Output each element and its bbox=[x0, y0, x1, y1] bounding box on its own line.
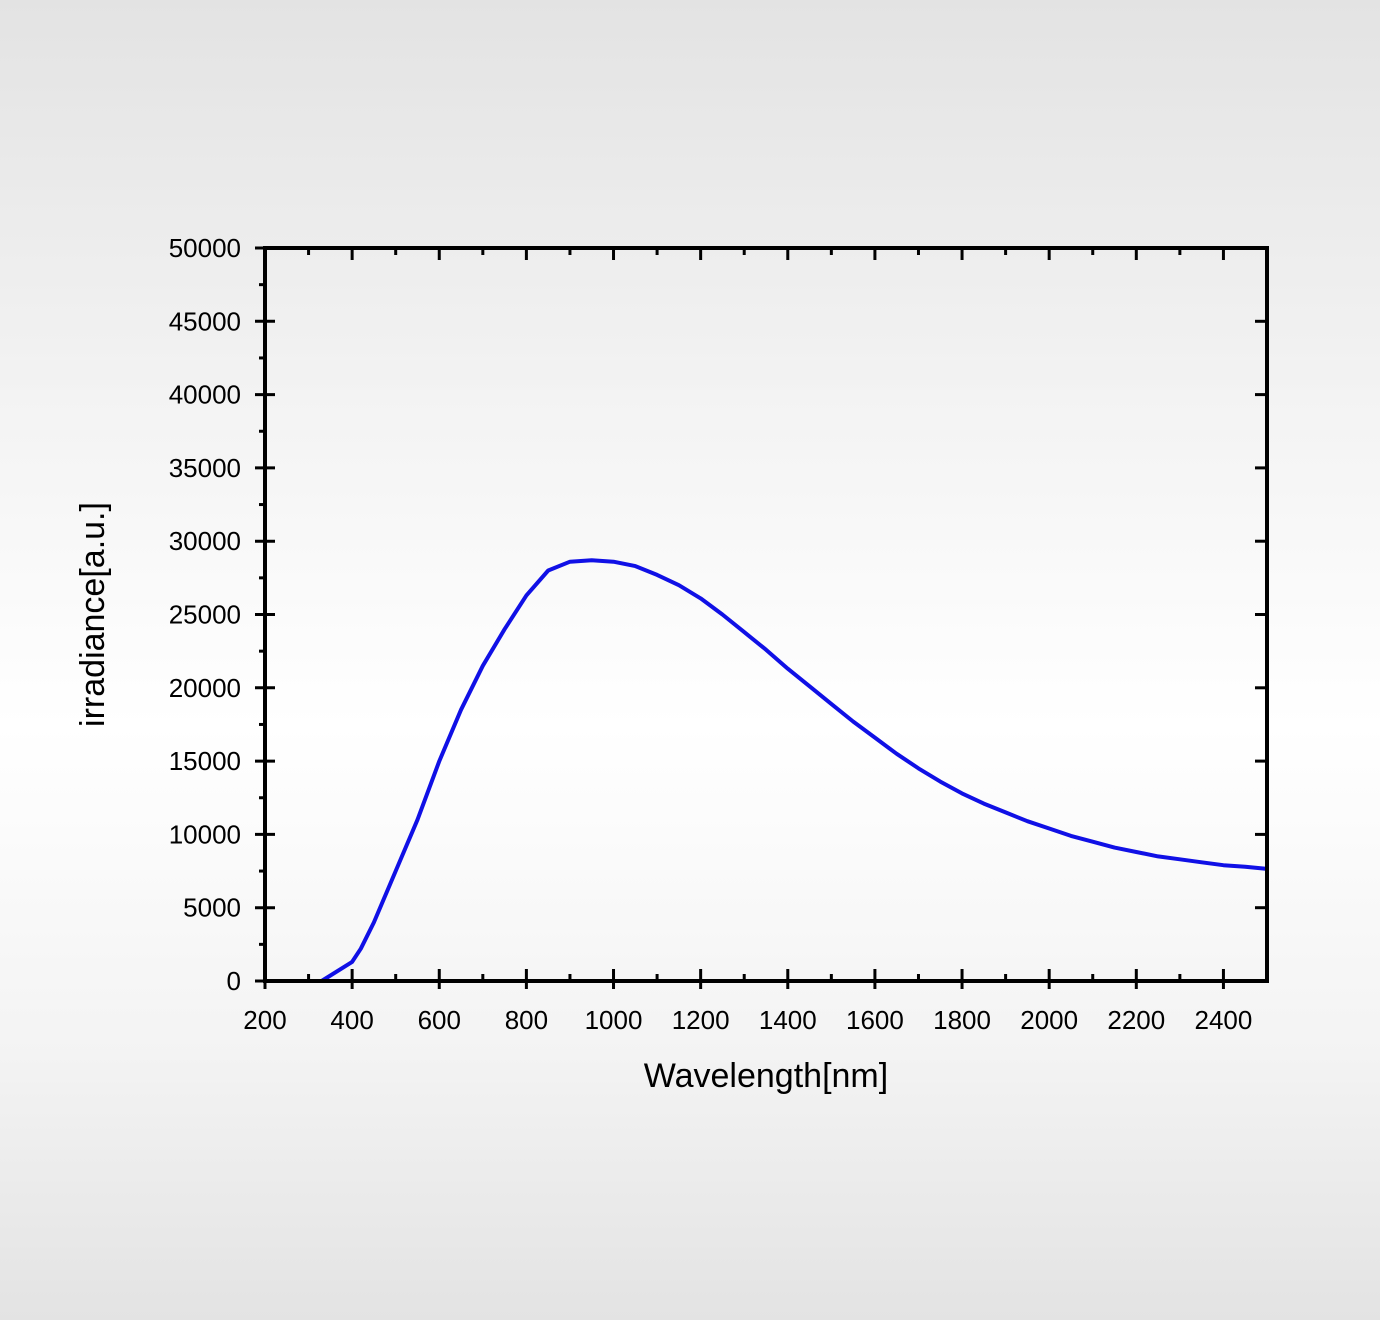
x-tick-label: 800 bbox=[505, 1005, 548, 1035]
x-axis-tick-labels: 200 400 600 800 1000 1200 1400 1600 1800 2000 2200… bbox=[243, 1005, 1252, 1035]
y-tick-label: 30000 bbox=[169, 526, 241, 556]
y-tick-label: 5000 bbox=[183, 893, 241, 923]
y-axis-label: irradiance[a.u.] bbox=[74, 502, 112, 727]
y-tick-label: 20000 bbox=[169, 673, 241, 703]
y-tick-label: 35000 bbox=[169, 453, 241, 483]
y-tick-label: 25000 bbox=[169, 600, 241, 630]
y-tick-label: 45000 bbox=[169, 306, 241, 336]
y-tick-label: 0 bbox=[227, 966, 241, 996]
x-axis-label: Wavelength[nm] bbox=[644, 1057, 888, 1095]
x-tick-label: 2000 bbox=[1020, 1005, 1078, 1035]
plot-frame bbox=[263, 246, 1269, 983]
x-tick-label: 1600 bbox=[846, 1005, 904, 1035]
y-tick-label: 50000 bbox=[169, 233, 241, 263]
x-tick-label: 1200 bbox=[672, 1005, 730, 1035]
series-line bbox=[263, 558, 1269, 983]
x-tick-label: 600 bbox=[418, 1005, 461, 1035]
x-tick-label: 2400 bbox=[1195, 1005, 1253, 1035]
x-axis-ticks bbox=[263, 248, 1225, 989]
y-tick-label: 15000 bbox=[169, 746, 241, 776]
x-tick-label: 1400 bbox=[759, 1005, 817, 1035]
y-tick-label: 40000 bbox=[169, 380, 241, 410]
y-axis-ticks bbox=[255, 246, 1267, 983]
x-tick-label: 400 bbox=[330, 1005, 373, 1035]
x-tick-label: 1800 bbox=[933, 1005, 991, 1035]
y-axis-tick-labels: 0 5000 10000 15000 20000 25000 30000 35000 40000… bbox=[169, 233, 241, 996]
x-tick-label: 2200 bbox=[1107, 1005, 1165, 1035]
y-tick-label: 10000 bbox=[169, 819, 241, 849]
x-tick-label: 1000 bbox=[585, 1005, 643, 1035]
x-tick-label: 200 bbox=[243, 1005, 286, 1035]
